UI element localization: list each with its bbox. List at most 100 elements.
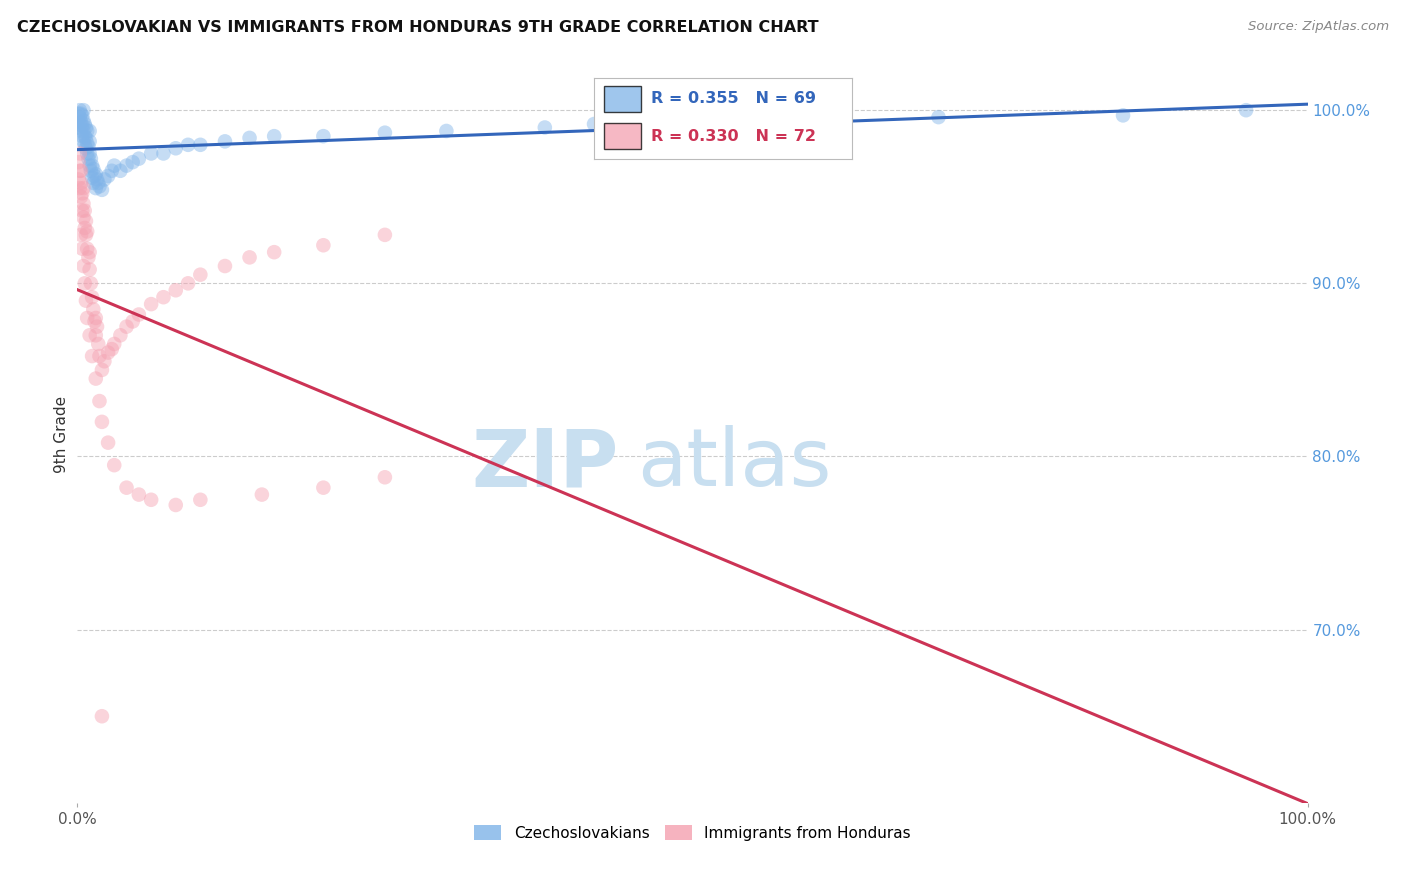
Point (263, 129, 285, 144)
Point (76, 310, 98, 325)
Point (928, 110, 950, 124)
Point (79, 262, 101, 277)
Point (177, 277, 200, 291)
Point (79, 124, 101, 138)
Point (75, 293, 97, 308)
Point (73, 129, 96, 144)
Text: ZIP: ZIP (471, 425, 619, 503)
Point (84, 181, 107, 195)
Point (82, 176, 104, 190)
Point (82, 162, 104, 177)
Point (72, 196, 94, 211)
Point (128, 487, 150, 501)
Point (70, 129, 93, 144)
Point (165, 283, 187, 297)
Point (77, 139, 100, 153)
Legend: Czechoslovakians, Immigrants from Honduras: Czechoslovakians, Immigrants from Hondur… (468, 819, 917, 847)
Point (804, 112, 827, 126)
Point (141, 297, 163, 311)
Point (70, 163, 93, 178)
Point (239, 251, 262, 265)
Point (583, 117, 606, 131)
Point (70, 190, 93, 204)
Point (69, 103, 91, 118)
Point (152, 146, 174, 161)
Point (263, 245, 285, 260)
Point (121, 314, 143, 328)
Point (79, 159, 101, 173)
Point (79, 134, 101, 148)
Point (188, 492, 212, 507)
Point (1112, 108, 1135, 122)
Point (77, 251, 100, 265)
Point (115, 159, 138, 173)
Point (70, 176, 93, 190)
Point (84, 371, 107, 385)
Point (101, 163, 124, 178)
Point (152, 290, 174, 304)
Point (75, 227, 97, 242)
Point (90, 183, 114, 197)
Text: Source: ZipAtlas.com: Source: ZipAtlas.com (1249, 20, 1389, 33)
Point (101, 342, 124, 356)
Point (77, 152, 100, 166)
Point (177, 137, 200, 152)
Point (110, 163, 132, 178)
Point (165, 498, 187, 512)
Point (70, 242, 93, 256)
Point (141, 492, 163, 507)
Point (67, 120, 90, 135)
Point (79, 328, 101, 343)
Point (188, 268, 212, 282)
Point (97, 345, 120, 359)
Point (76, 124, 98, 138)
Point (86, 172, 108, 186)
Point (72, 181, 94, 195)
Point (250, 487, 273, 501)
Point (165, 141, 187, 155)
Point (84, 328, 107, 343)
Point (110, 328, 132, 343)
Point (90, 415, 114, 429)
Point (214, 134, 236, 148)
Point (436, 124, 458, 138)
Point (121, 155, 143, 169)
Point (128, 308, 150, 322)
Point (76, 242, 98, 256)
Point (76, 136, 98, 150)
Point (103, 337, 125, 351)
Point (83, 169, 105, 183)
Point (79, 146, 101, 161)
Point (89, 179, 111, 194)
Point (70, 115, 93, 129)
Point (72, 124, 94, 138)
Point (70, 186, 93, 201)
Point (312, 129, 335, 144)
Point (128, 152, 150, 166)
Point (87, 337, 110, 351)
Point (141, 146, 163, 161)
Point (90, 709, 114, 723)
Point (75, 214, 97, 228)
Point (70, 108, 93, 122)
Point (72, 103, 94, 118)
Point (73, 277, 96, 291)
Point (67, 106, 90, 120)
Point (80, 277, 103, 291)
Point (90, 363, 114, 377)
Point (75, 131, 97, 145)
Point (93, 172, 115, 186)
Point (86, 319, 108, 334)
Point (79, 245, 101, 260)
Point (83, 314, 105, 328)
Point (70, 106, 93, 120)
Text: CZECHOSLOVAKIAN VS IMMIGRANTS FROM HONDURAS 9TH GRADE CORRELATION CHART: CZECHOSLOVAKIAN VS IMMIGRANTS FROM HONDU… (17, 20, 818, 35)
Point (534, 120, 557, 135)
Point (73, 221, 96, 235)
Point (72, 211, 94, 225)
Point (73, 137, 96, 152)
Y-axis label: 9th Grade: 9th Grade (53, 396, 69, 474)
Point (80, 163, 103, 178)
Point (69, 163, 91, 178)
Point (312, 238, 335, 252)
